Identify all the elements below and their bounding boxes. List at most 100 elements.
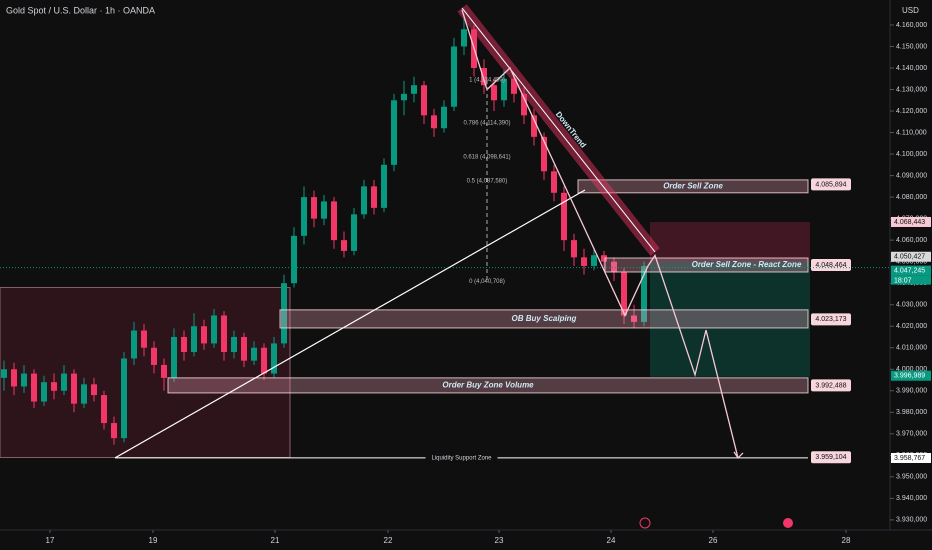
- y-tick-label: 4.160,000: [896, 22, 927, 29]
- axis-badge: [891, 452, 931, 463]
- candle-body: [191, 326, 197, 353]
- price-badge: [811, 178, 851, 191]
- fib-label: 0 (4,040,708): [469, 279, 505, 285]
- x-tick-label: 23: [495, 536, 504, 545]
- support-label: Liquidity Support Zone: [431, 455, 492, 461]
- candle-body: [291, 235, 297, 284]
- zone-label: Order Sell Zone: [663, 181, 723, 190]
- candle-body: [541, 136, 547, 172]
- candle-body: [21, 373, 27, 387]
- candle-body: [211, 315, 217, 344]
- currency: USD: [902, 6, 919, 15]
- candle-body: [351, 214, 357, 251]
- candle-body: [491, 85, 497, 101]
- candle-body: [251, 347, 257, 361]
- x-tick-label: 24: [607, 536, 616, 545]
- price-badge: [811, 313, 851, 326]
- y-tick-label: 3.950,000: [896, 474, 927, 481]
- x-tick-label: 28: [842, 536, 851, 545]
- candle-body: [571, 240, 577, 258]
- candle-body: [231, 336, 237, 353]
- fib-label: 1 (4,134,450): [469, 78, 505, 84]
- countdown: 18:07: [894, 277, 912, 284]
- fib-label: 0.786 (4,114,390): [464, 121, 511, 127]
- countdown-bg: [891, 275, 931, 285]
- candle-body: [451, 46, 457, 107]
- y-tick-label: 4.060,000: [896, 237, 927, 244]
- candle-body: [361, 186, 367, 215]
- y-tick-label: 3.930,000: [896, 517, 927, 524]
- candle-body: [391, 100, 397, 165]
- x-tick-label: 22: [384, 536, 393, 545]
- axis-badge-label: 3.996,989: [894, 373, 925, 380]
- zone-label: Order Buy Zone Volume: [442, 381, 534, 390]
- candle-body: [321, 201, 327, 219]
- price-badge-label: 3.992,488: [815, 382, 846, 389]
- candle-body: [181, 336, 187, 353]
- axis-badge: [891, 251, 931, 262]
- candle-body: [101, 395, 107, 424]
- axis-badge-label: 4.050,427: [894, 254, 925, 261]
- candle-body: [631, 315, 637, 322]
- support-label-bg: [425, 452, 498, 463]
- position-target: [650, 222, 810, 261]
- candle-body: [621, 272, 627, 316]
- candle-body: [641, 265, 647, 322]
- candle-body: [171, 336, 177, 378]
- candle-body: [161, 364, 167, 378]
- y-tick-label: 4.080,000: [896, 194, 927, 201]
- zone-label: OB Buy Scalping: [512, 314, 577, 323]
- y-tick-label: 4.030,000: [896, 302, 927, 309]
- candle-body: [31, 373, 37, 402]
- projection-path: [461, 9, 739, 459]
- y-tick-label: 4.100,000: [896, 151, 927, 158]
- zone: [167, 377, 809, 394]
- candle-body: [521, 93, 527, 116]
- candle-body: [561, 192, 567, 241]
- price-badge-label: 4.023,173: [815, 316, 846, 323]
- y-tick-label: 4.020,000: [896, 323, 927, 330]
- candle-body: [411, 85, 417, 94]
- candle-body: [331, 201, 337, 241]
- candle-body: [551, 171, 557, 193]
- zone: [279, 309, 809, 329]
- y-tick-label: 4.010,000: [896, 345, 927, 352]
- price-badge-label: 4.048,464: [815, 262, 846, 269]
- y-tick-label: 4.140,000: [896, 65, 927, 72]
- candle-body: [461, 29, 467, 47]
- candle-body: [131, 330, 137, 359]
- candle-body: [431, 115, 437, 129]
- y-tick-label: 3.980,000: [896, 409, 927, 416]
- x-tick-label: 26: [709, 536, 718, 545]
- candle-body: [511, 78, 517, 94]
- y-tick-label: 4.120,000: [896, 108, 927, 115]
- price-badge-label: 3.959,104: [815, 454, 846, 461]
- candle-body: [581, 257, 587, 266]
- event-icon[interactable]: [639, 517, 651, 529]
- axis-badge-label: 4.068,443: [894, 219, 925, 226]
- y-tick-label: 4.130,000: [896, 86, 927, 93]
- candle-body: [421, 85, 427, 116]
- y-tick-label: 4.090,000: [896, 172, 927, 179]
- candle-body: [281, 283, 287, 344]
- downtrend-line: [461, 7, 656, 253]
- event-icon[interactable]: [783, 518, 793, 528]
- candle-body: [501, 78, 507, 101]
- axis-badge-label: 4.047,245: [894, 267, 925, 274]
- candle-body: [531, 115, 537, 137]
- candle-body: [441, 106, 447, 129]
- chart-title: Gold Spot / U.S. Dollar · 1h · OANDA: [6, 5, 155, 15]
- candle-body: [201, 326, 207, 344]
- y-tick-label: 4.110,000: [896, 129, 927, 136]
- zone: [577, 179, 809, 194]
- y-tick-label: 4.000,000: [896, 366, 927, 373]
- candle-body: [141, 330, 147, 348]
- axis-badge: [891, 370, 931, 381]
- candle-body: [271, 343, 277, 374]
- candle-body: [151, 347, 157, 365]
- candle-body: [601, 255, 607, 262]
- price-badge-label: 4.085,894: [815, 181, 846, 188]
- x-tick-label: 21: [271, 536, 280, 545]
- y-tick-label: 3.990,000: [896, 388, 927, 395]
